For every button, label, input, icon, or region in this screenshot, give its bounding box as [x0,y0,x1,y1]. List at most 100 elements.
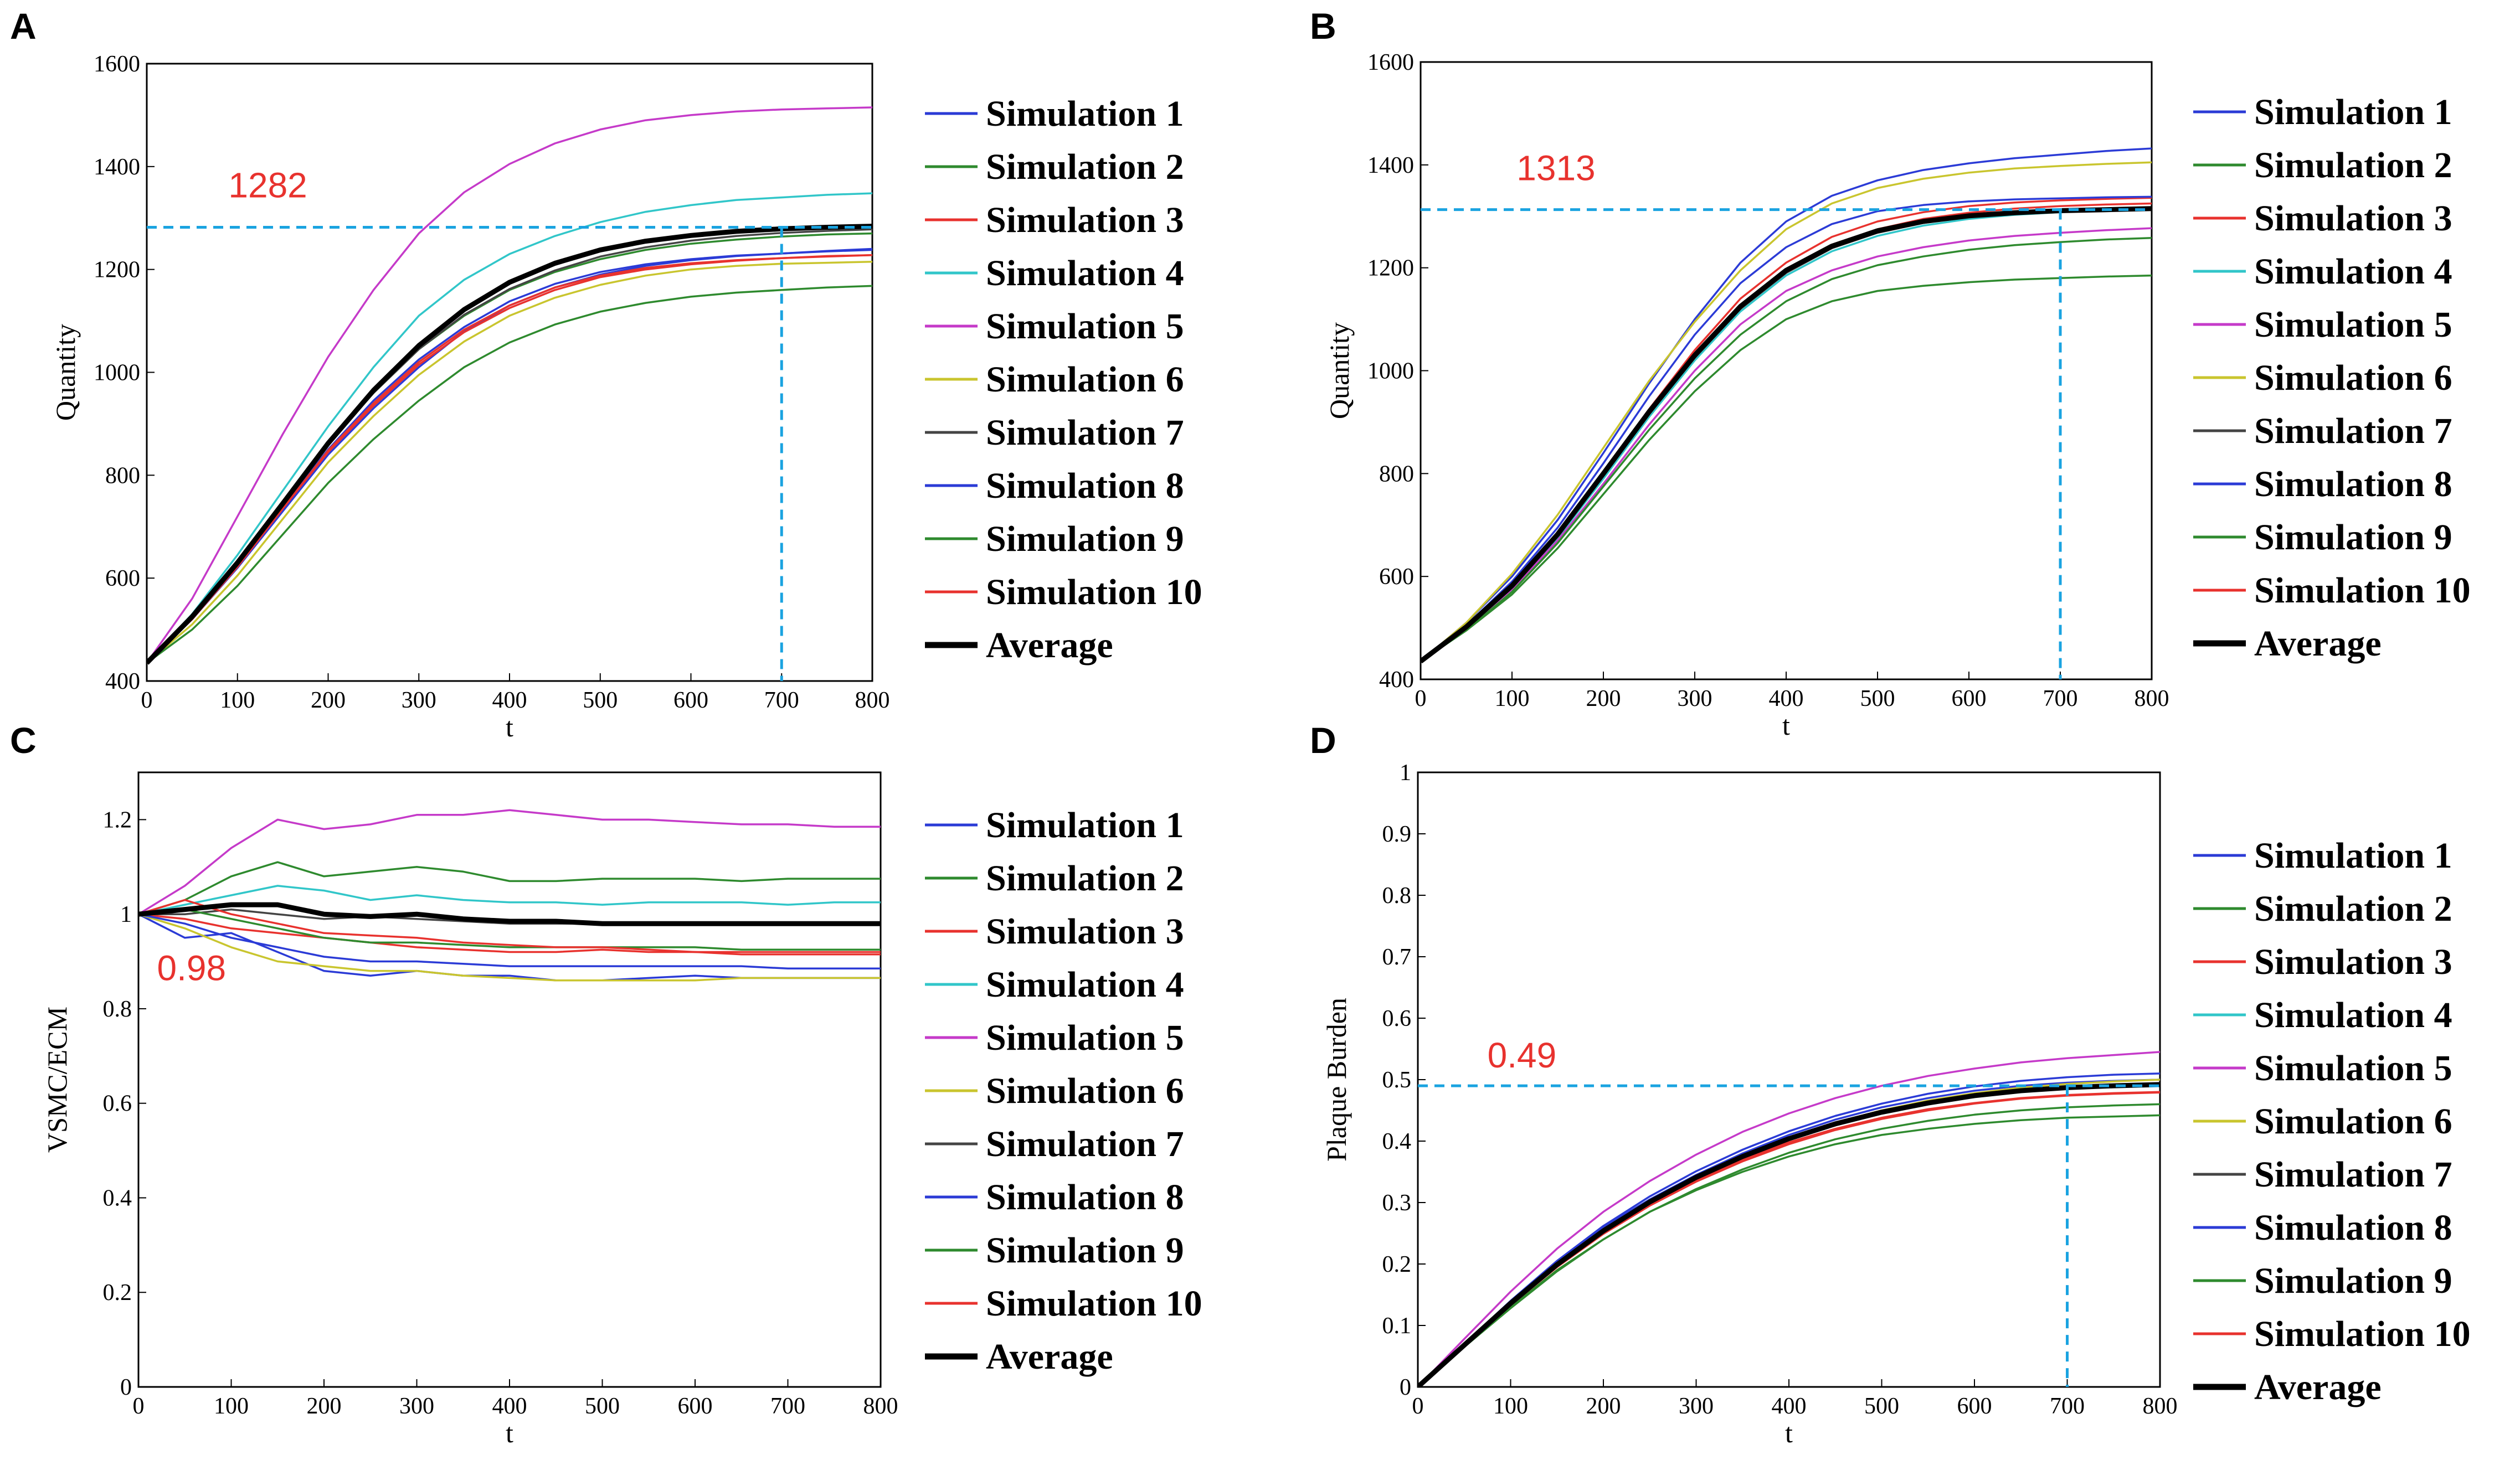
x-tick-label: 0 [1412,1394,1424,1419]
panel-D: D 0 100 200 300 400 500 600 700 800 0 0.1 0.2 0.3 0.4 0… [1310,720,2471,1448]
series-line-average [1421,206,2152,664]
y-tick-label: 1400 [94,154,140,180]
series-line-simulation-6 [147,260,872,664]
y-tick-label: 0 [120,1375,132,1400]
legend-label: Average [986,625,1113,665]
legend-label: Simulation 2 [2254,145,2452,185]
panel-letter: D [1310,720,1336,761]
legend-label: Simulation 8 [986,1177,1184,1217]
legend-label: Simulation 1 [2254,92,2452,132]
annotation-value: 0.98 [157,948,227,988]
legend-label: Simulation 10 [2254,570,2471,611]
legend-label: Simulation 7 [986,1124,1184,1164]
x-tick-label: 200 [1586,1394,1621,1419]
legend: Simulation 1 Simulation 2 Simulation 3 Simu… [925,805,1202,1377]
x-tick-label: 300 [402,688,436,713]
legend-label: Simulation 2 [986,147,1184,187]
x-tick-label: 700 [770,1394,805,1419]
x-tick-label: 600 [1952,686,1987,711]
legend-label: Simulation 5 [2254,305,2452,345]
x-tick-label: 0 [1415,686,1427,711]
y-tick-label: 0.8 [1382,883,1412,909]
series-line-simulation-2 [1421,274,2152,662]
legend-label: Simulation 1 [2254,835,2452,876]
panel-C: C 0 100 200 300 400 500 600 700 800 0 0.2 0.4 0.6 0.8 1… [10,720,1202,1448]
series-line-simulation-2 [138,861,881,915]
x-tick-label: 300 [1678,686,1712,711]
annotation-value: 1282 [228,166,307,205]
y-tick-label: 0.1 [1382,1313,1412,1339]
y-tick-label: 1 [120,902,132,927]
series-line-simulation-8 [1421,195,2152,662]
x-tick-label: 400 [492,688,527,713]
legend-label: Simulation 8 [986,466,1184,506]
series-line-simulation-5 [138,809,881,915]
legend-label: Simulation 9 [2254,1261,2452,1301]
y-tick-label: 0.6 [103,1091,132,1117]
y-tick-label: 0.6 [1382,1006,1412,1031]
y-tick-label: 0.3 [1382,1190,1412,1216]
y-tick-label: 1000 [94,360,140,386]
legend-label: Average [2254,1367,2382,1407]
legend-label: Simulation 1 [986,94,1184,134]
y-tick-label: 0.5 [1382,1067,1412,1093]
y-tick-label: 1400 [1367,153,1414,178]
series-line-simulation-9 [1421,237,2152,662]
y-tick-label: 800 [105,463,140,488]
y-tick-label: 1.2 [103,807,132,833]
series-line-simulation-8 [1418,1072,2160,1387]
annotation-value: 0.49 [1488,1035,1557,1075]
legend-label: Simulation 9 [2254,517,2452,558]
y-axis-label: Quantity [50,324,81,421]
legend-label: Simulation 4 [2254,251,2452,292]
y-tick-label: 0 [1400,1375,1411,1400]
x-tick-label: 800 [855,688,890,713]
x-tick-label: 500 [1860,686,1895,711]
y-tick-label: 0.8 [103,997,132,1022]
y-tick-label: 0.7 [1382,945,1412,970]
x-tick-label: 500 [1864,1394,1899,1419]
x-tick-label: 700 [764,688,799,713]
y-axis-label: Quantity [1324,322,1355,419]
x-tick-label: 600 [678,1394,713,1419]
series-line-simulation-3 [138,913,881,956]
legend-label: Average [986,1337,1113,1377]
x-tick-label: 600 [673,688,708,713]
panel-letter: B [1310,6,1336,47]
series-line-average [138,902,881,926]
series-line-simulation-6 [1421,161,2152,662]
series-line-simulation-1 [1421,147,2152,662]
y-tick-label: 0.2 [1382,1252,1412,1277]
y-tick-label: 0.4 [1382,1129,1412,1154]
legend-label: Simulation 1 [986,805,1184,845]
x-axis-label: t [506,711,513,742]
legend-label: Simulation 4 [2254,995,2452,1035]
legend-label: Simulation 5 [2254,1048,2452,1088]
y-tick-label: 0.4 [103,1185,132,1211]
y-tick-label: 600 [105,566,140,591]
legend-label: Simulation 3 [986,911,1184,952]
legend-label: Simulation 8 [2254,1208,2452,1248]
legend-label: Average [2254,623,2382,664]
y-tick-label: 0.9 [1382,822,1412,847]
legend-label: Simulation 3 [2254,198,2452,239]
series-line-simulation-4 [138,885,881,915]
series-line-simulation-9 [138,908,881,951]
series-line-simulation-4 [147,192,872,664]
y-axis-label: VSMC/ECM [42,1007,73,1153]
series-line-simulation-9 [1418,1103,2160,1387]
x-tick-label: 400 [1769,686,1804,711]
plot-area [146,63,873,682]
legend-label: Simulation 2 [2254,889,2452,929]
y-tick-label: 400 [105,669,140,694]
series-group [147,106,872,665]
series-line-simulation-6 [138,913,881,982]
series-line-simulation-5 [1418,1051,2160,1387]
legend-label: Simulation 7 [2254,411,2452,451]
y-tick-label: 800 [1379,461,1414,487]
y-tick-label: 600 [1379,564,1414,590]
x-tick-label: 100 [220,688,255,713]
x-tick-label: 400 [492,1394,527,1419]
panel-letter: C [10,720,37,761]
